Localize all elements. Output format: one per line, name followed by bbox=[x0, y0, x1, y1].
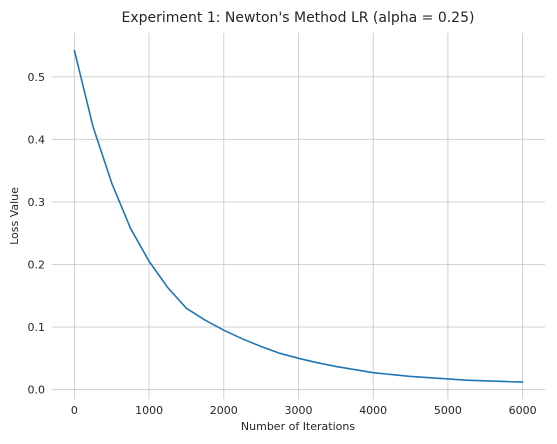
y-tick-label: 0.1 bbox=[28, 321, 46, 334]
y-tick-label: 0.3 bbox=[28, 196, 46, 209]
x-tick-label: 6000 bbox=[509, 404, 537, 417]
chart-title: Experiment 1: Newton's Method LR (alpha … bbox=[122, 10, 475, 26]
loss-line bbox=[73, 49, 524, 383]
x-tick-label: 4000 bbox=[359, 404, 387, 417]
y-tick-label: 0.0 bbox=[28, 384, 46, 397]
x-tick-label: 5000 bbox=[434, 404, 462, 417]
x-tick-labels: 0 1000 2000 3000 4000 5000 6000 bbox=[71, 404, 537, 417]
x-tick-label: 1000 bbox=[135, 404, 163, 417]
y-tick-labels: 0.0 0.1 0.2 0.3 0.4 0.5 bbox=[28, 71, 46, 397]
x-tick-label: 0 bbox=[71, 404, 78, 417]
x-tick-label: 2000 bbox=[210, 404, 238, 417]
x-axis-label: Number of Iterations bbox=[241, 420, 355, 433]
grid-lines bbox=[52, 33, 545, 399]
y-tick-label: 0.5 bbox=[28, 71, 46, 84]
y-tick-label: 0.4 bbox=[28, 133, 46, 146]
x-tick-label: 3000 bbox=[285, 404, 313, 417]
y-tick-label: 0.2 bbox=[28, 258, 46, 271]
y-axis-label: Loss Value bbox=[8, 187, 21, 245]
series-layer bbox=[73, 49, 524, 383]
